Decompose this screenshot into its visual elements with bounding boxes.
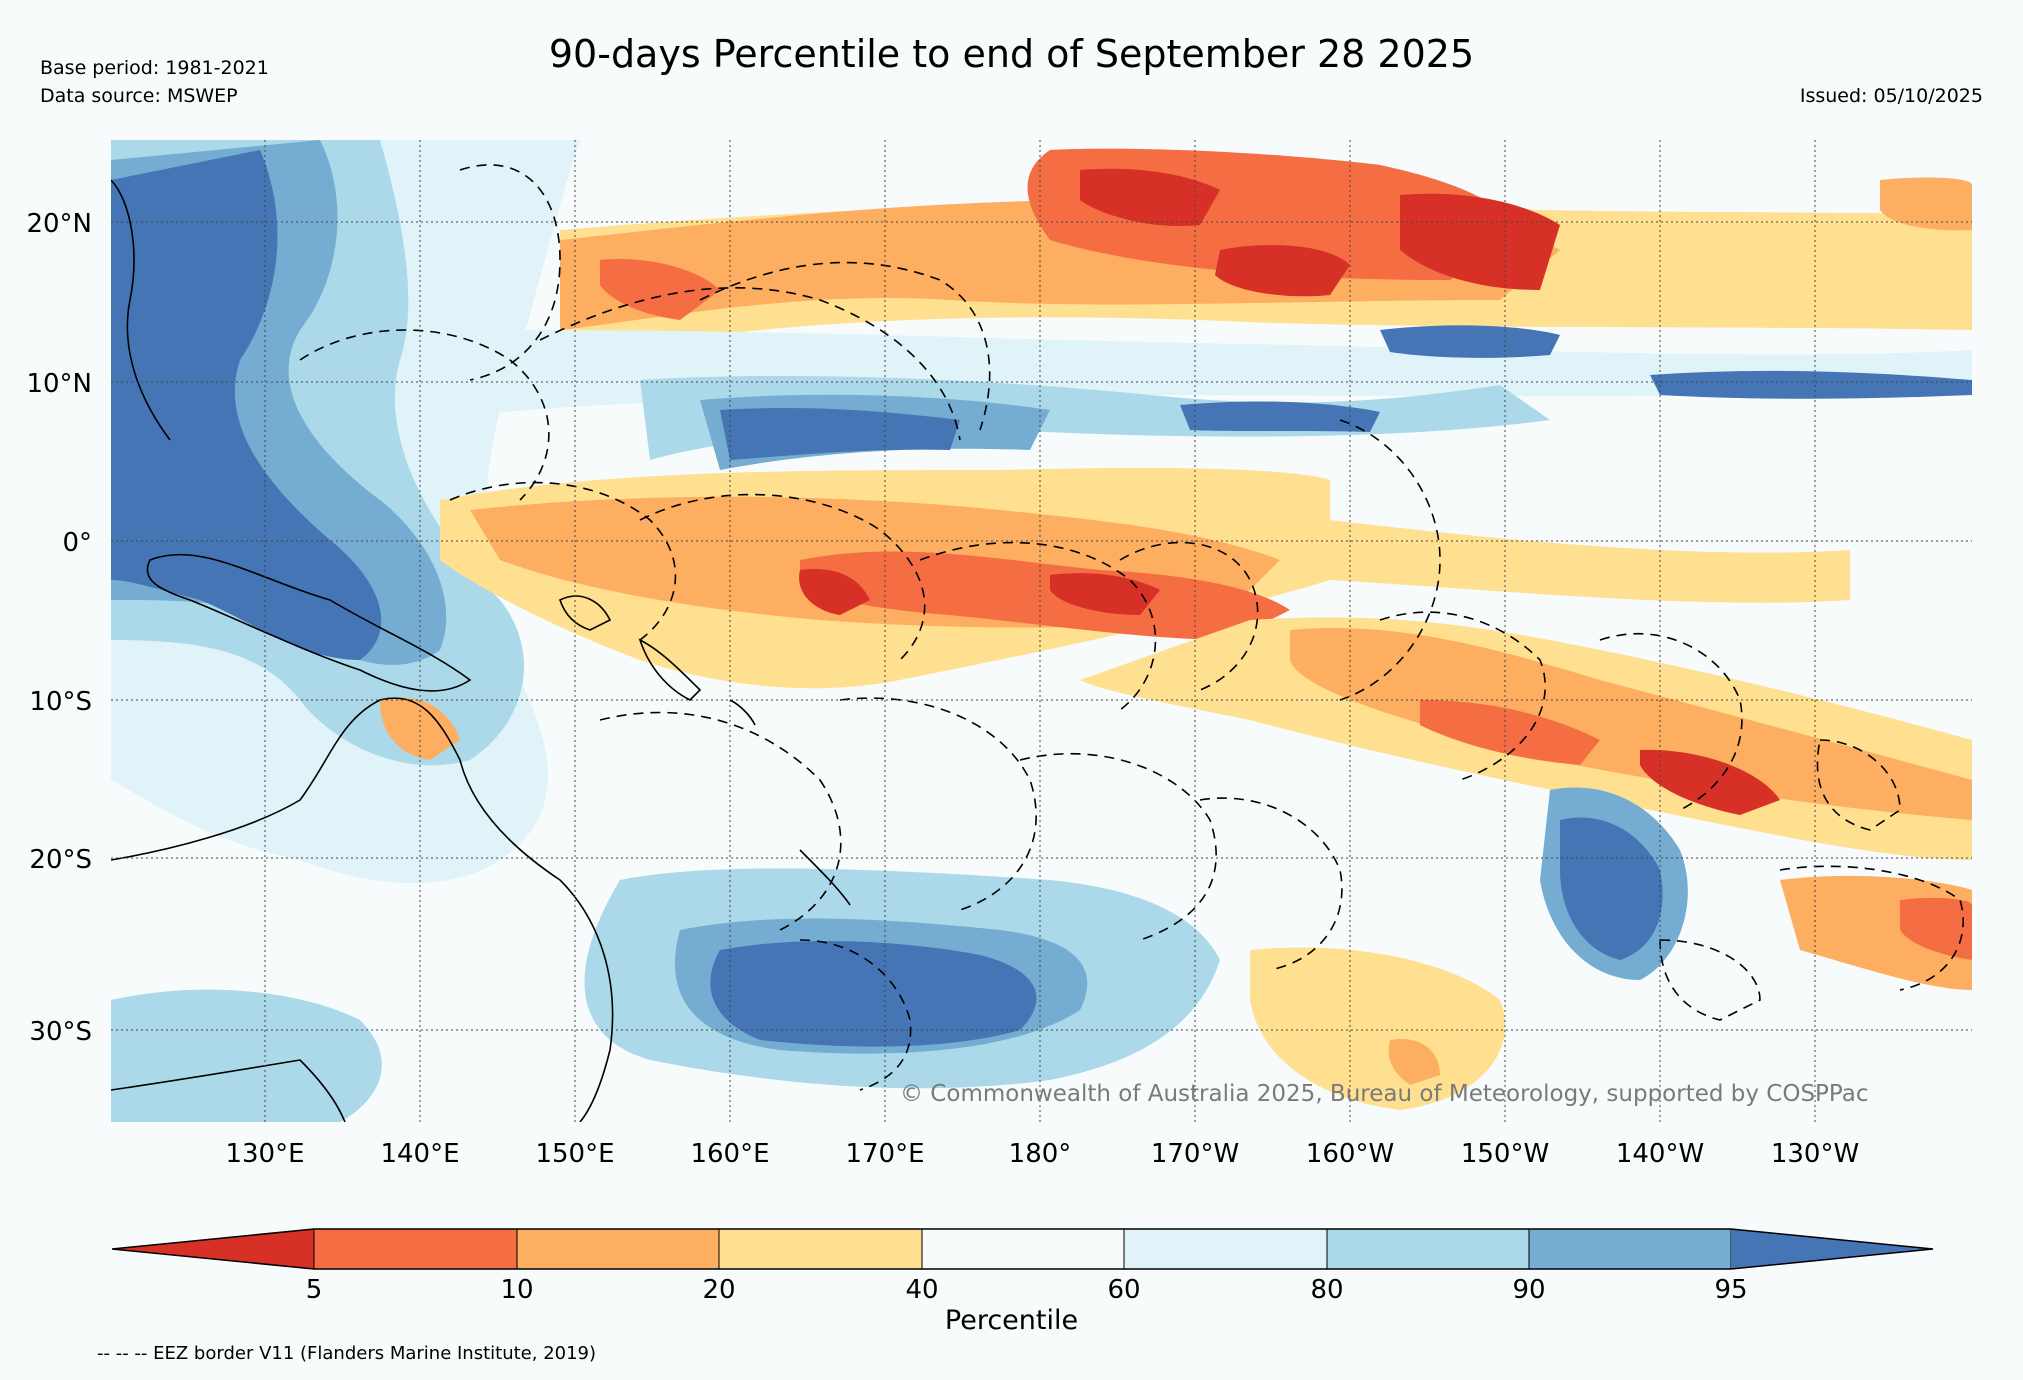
base-period-text: Base period: 1981-2021 bbox=[40, 57, 269, 79]
colorbar: 5 10 20 40 60 80 90 95 bbox=[111, 1228, 1934, 1300]
colorbar-label: Percentile bbox=[944, 1305, 1079, 1336]
colorbar-tick: 90 bbox=[1512, 1275, 1545, 1300]
colorbar-tick: 95 bbox=[1714, 1275, 1747, 1300]
lon-label: 170°W bbox=[1151, 1139, 1239, 1169]
colorbar-tick: 40 bbox=[905, 1275, 938, 1300]
land-outlines bbox=[111, 179, 851, 1122]
lat-label: 20°N bbox=[26, 209, 92, 239]
lat-label: 20°S bbox=[29, 845, 92, 875]
map-figure: 20°N 10°N 0° 10°S 20°S 30°S 130°E 140°E … bbox=[26, 140, 1972, 1300]
eez-footnote: -- -- -- EEZ border V11 (Flanders Marine… bbox=[97, 1343, 597, 1364]
colorbar-segment bbox=[313, 1228, 518, 1270]
colorbar-tick: 60 bbox=[1107, 1275, 1140, 1300]
colorbar-ticks: 5 10 20 40 60 80 90 95 bbox=[306, 1275, 1748, 1300]
lon-label: 160°E bbox=[690, 1139, 769, 1169]
colorbar-segment bbox=[1528, 1228, 1732, 1270]
lat-label: 0° bbox=[62, 528, 92, 558]
copyright-text: © Commonwealth of Australia 2025, Bureau… bbox=[900, 1081, 1869, 1107]
colorbar-tick: 5 bbox=[306, 1275, 323, 1300]
map-title: 90-days Percentile to end of September 2… bbox=[548, 32, 1475, 76]
lon-label: 140°E bbox=[380, 1139, 459, 1169]
latitude-labels: 20°N 10°N 0° 10°S 20°S 30°S bbox=[26, 209, 92, 1047]
colorbar-tick: 20 bbox=[702, 1275, 735, 1300]
colorbar-segment bbox=[1123, 1228, 1328, 1270]
colorbar-tick: 80 bbox=[1310, 1275, 1343, 1300]
colorbar-segment bbox=[921, 1228, 1125, 1270]
longitude-labels: 130°E 140°E 150°E 160°E 170°E 180° 170°W… bbox=[225, 1139, 1859, 1169]
lon-label: 140°W bbox=[1616, 1139, 1704, 1169]
colorbar-segment bbox=[718, 1228, 923, 1270]
lon-label: 150°E bbox=[535, 1139, 614, 1169]
data-source-text: Data source: MSWEP bbox=[40, 85, 238, 107]
graticule bbox=[111, 140, 1972, 1122]
lat-label: 10°N bbox=[26, 369, 92, 399]
issued-date-text: Issued: 05/10/2025 bbox=[1799, 85, 1983, 107]
colorbar-extend-low bbox=[112, 1229, 314, 1269]
lon-label: 160°W bbox=[1306, 1139, 1394, 1169]
eez-borders bbox=[299, 164, 1964, 1091]
lat-label: 10°S bbox=[29, 687, 92, 717]
colorbar-segment bbox=[1326, 1228, 1530, 1270]
colorbar-extend-high bbox=[1731, 1229, 1933, 1269]
lon-label: 180° bbox=[1009, 1139, 1072, 1169]
lon-label: 170°E bbox=[845, 1139, 924, 1169]
colorbar-tick: 10 bbox=[500, 1275, 533, 1300]
percentile-field bbox=[111, 140, 1972, 1122]
lon-label: 130°W bbox=[1771, 1139, 1859, 1169]
lon-label: 130°E bbox=[225, 1139, 304, 1169]
colorbar-segment bbox=[516, 1228, 720, 1270]
lat-label: 30°S bbox=[29, 1017, 92, 1047]
lon-label: 150°W bbox=[1461, 1139, 1549, 1169]
